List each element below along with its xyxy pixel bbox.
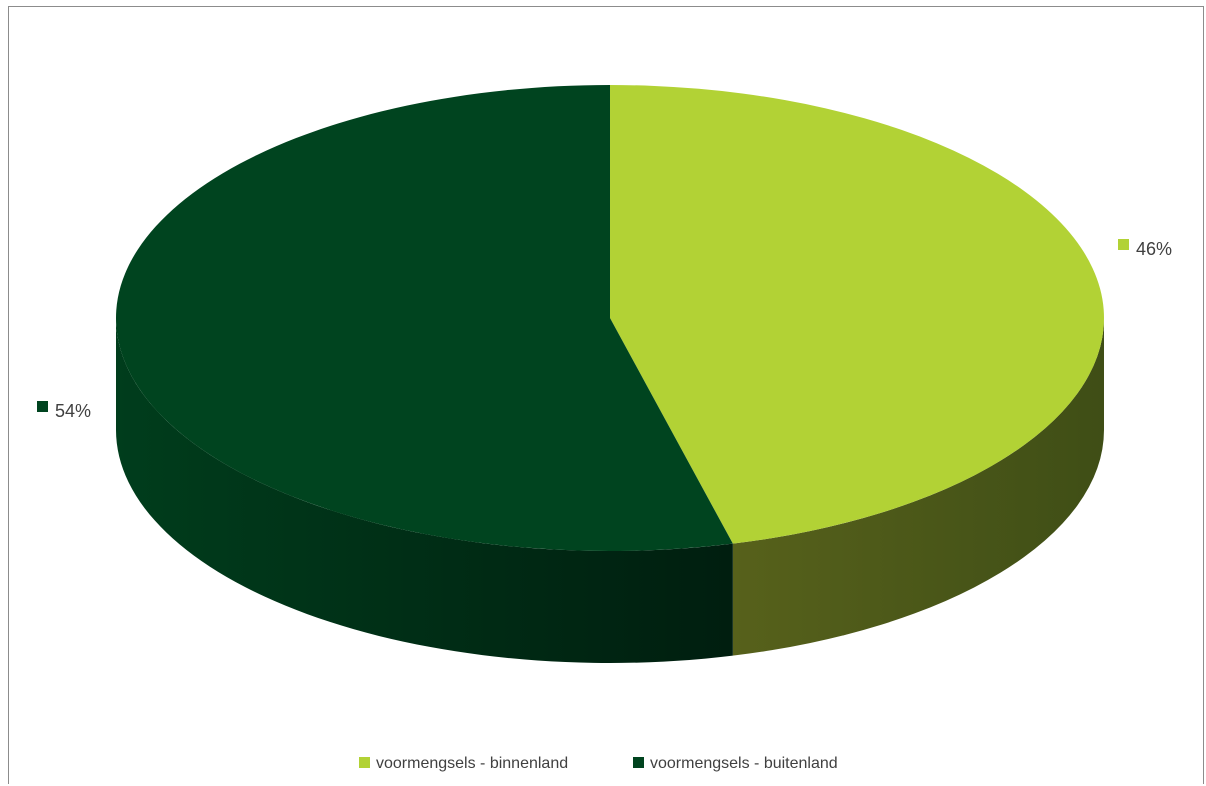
legend-marker-binnenland — [359, 757, 370, 768]
pie-slice-buitenland — [115, 85, 733, 551]
legend-label-binnenland: voormengsels - binnenland — [376, 755, 568, 772]
data-label-marker-buitenland — [37, 401, 48, 412]
pie-slice-side-binnenland — [732, 318, 1105, 656]
pie-slice-side-buitenland — [116, 318, 733, 663]
legend-label-buitenland: voormengsels - buitenland — [650, 755, 838, 772]
data-labels: 46% 54% — [37, 239, 1172, 421]
data-label-marker-binnenland — [1118, 239, 1129, 250]
pie-tops — [115, 85, 1104, 551]
legend: voormengsels - binnenland voormengsels -… — [359, 755, 838, 772]
data-label-buitenland: 54% — [55, 401, 91, 421]
pie-sides — [116, 318, 1105, 663]
data-label-binnenland: 46% — [1136, 239, 1172, 259]
pie-slice-binnenland — [610, 85, 1104, 544]
legend-marker-buitenland — [633, 757, 644, 768]
chart-frame — [8, 6, 1204, 784]
